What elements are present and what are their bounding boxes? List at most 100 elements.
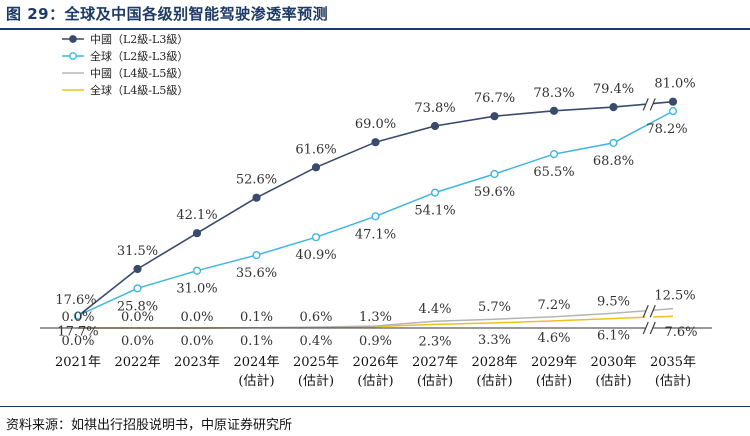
legend-label: 全球（L2級-L3級） — [90, 49, 188, 63]
x-tick-label: 2025年 — [293, 355, 339, 370]
x-tick-label: (估計) — [417, 373, 453, 389]
x-tick-label: 2021年 — [55, 355, 101, 370]
break-slash — [649, 305, 656, 318]
break-gap — [645, 320, 654, 336]
break-gap — [645, 303, 654, 320]
axis-break-marks — [642, 96, 656, 336]
figure-title: 图 29：全球及中国各级别智能驾驶渗透率预测 — [6, 5, 329, 23]
data-point — [549, 106, 559, 115]
data-label: 78.3% — [533, 86, 574, 101]
data-point — [133, 264, 142, 274]
x-tick-label: (估計) — [298, 373, 334, 389]
break-slash — [649, 98, 656, 111]
data-label: 40.9% — [295, 248, 336, 263]
data-point — [490, 169, 499, 179]
data-label: 52.6% — [236, 173, 277, 188]
data-point — [133, 284, 142, 293]
break-slash — [642, 321, 649, 335]
legend-swatch-marker — [69, 35, 77, 43]
data-point — [371, 138, 380, 147]
legend-item: 全球（L2級-L3級） — [62, 49, 188, 63]
legend-item: 中國（L4級-L5級） — [62, 67, 188, 80]
x-tick-label: (估計) — [595, 373, 631, 389]
data-label: 6.1% — [597, 329, 630, 344]
data-label: 0.0% — [61, 334, 94, 349]
data-point — [609, 138, 618, 148]
break-mark-axis — [642, 320, 656, 336]
series-markers — [73, 97, 678, 321]
break-slash — [642, 98, 649, 111]
data-label: 12.5% — [654, 289, 695, 304]
data-label: 31.5% — [117, 244, 158, 259]
figure-source: 资料来源：如祺出行招股说明书，中原证券研究所 — [6, 418, 293, 433]
legend-label: 全球（L4級-L5級） — [90, 83, 188, 97]
data-label: 5.7% — [478, 300, 511, 315]
series-line — [77, 100, 674, 317]
data-point — [252, 251, 261, 260]
x-tick-label: 2023年 — [174, 355, 220, 370]
data-label: 54.1% — [414, 204, 455, 219]
x-tick-label: (估計) — [357, 373, 393, 389]
data-point — [192, 266, 202, 275]
data-point — [252, 193, 261, 202]
data-label: 17.6% — [55, 293, 96, 308]
data-label: 47.1% — [355, 227, 396, 242]
data-point — [430, 188, 440, 197]
data-label: 65.5% — [533, 165, 574, 180]
data-label: 0.0% — [180, 334, 213, 349]
x-axis: 2021年 2022年 2023年 2024年 (估計) 2025年 (估計) 2026年 (估… — [40, 327, 712, 389]
data-point — [311, 233, 321, 242]
x-tick-label: 2024年 — [233, 355, 279, 370]
data-label: 59.6% — [474, 185, 515, 200]
chart-legend: 中國（L2級-L3級） 全球（L2級-L3級） 中國（L4級-L5級） 全球（L4級-… — [62, 33, 188, 97]
data-label: 81.0% — [654, 77, 695, 92]
data-label: 0.0% — [121, 334, 154, 349]
data-label: 25.8% — [117, 299, 158, 314]
data-labels: 17.6% 31.5% 42.1% 52.6% 61.6% 69.0% 73.8% 76.7%… — [55, 77, 697, 350]
data-label: 4.4% — [418, 302, 451, 317]
data-label: 0.4% — [299, 334, 332, 349]
data-label: 0.0% — [61, 310, 94, 325]
data-label: 4.6% — [537, 331, 570, 346]
data-label: 9.5% — [597, 294, 630, 309]
data-point — [668, 97, 678, 106]
break-mark-upper — [642, 96, 656, 113]
data-point — [430, 121, 440, 131]
break-slash — [649, 321, 656, 335]
break-gap — [645, 96, 654, 113]
data-label: 69.0% — [355, 117, 396, 132]
x-tick-label: (估計) — [536, 373, 572, 389]
x-tick-label: (估計) — [238, 373, 274, 389]
data-point — [371, 212, 380, 221]
data-label: 79.4% — [593, 82, 634, 97]
x-tick-label: 2028年 — [471, 355, 517, 370]
data-label: 61.6% — [295, 142, 336, 157]
legend-label: 中國（L2級-L3級） — [90, 33, 188, 46]
x-tick-label: 2026年 — [352, 355, 398, 370]
data-label: 7.6% — [664, 325, 697, 340]
data-label: 7.2% — [537, 298, 570, 313]
data-label: 42.1% — [176, 208, 217, 223]
data-label: 0.0% — [121, 310, 154, 325]
data-label: 78.2% — [646, 122, 687, 137]
legend-item: 中國（L2級-L3級） — [62, 33, 188, 46]
x-tick-label: (估計) — [476, 373, 512, 389]
x-tick-label: 2022年 — [114, 355, 160, 370]
figure-title-bar: 图 29：全球及中国各级别智能驾驶渗透率预测 — [0, 0, 750, 30]
break-mark-lower — [642, 303, 656, 320]
break-slash — [642, 305, 649, 318]
data-label: 31.0% — [176, 282, 217, 297]
data-label: 73.8% — [414, 101, 455, 116]
data-label: 1.3% — [359, 310, 392, 325]
data-point — [73, 311, 83, 320]
data-label: 0.1% — [240, 310, 273, 325]
data-label: 35.6% — [236, 266, 277, 281]
data-label: 68.8% — [593, 154, 634, 169]
data-label: 0.6% — [299, 310, 332, 325]
legend-item: 全球（L4級-L5級） — [62, 83, 188, 97]
x-tick-label: 2035年 — [650, 355, 696, 370]
data-label: 3.3% — [478, 333, 511, 348]
legend-label: 中國（L4級-L5級） — [90, 67, 188, 80]
data-label: 76.7% — [474, 91, 515, 106]
data-point — [549, 149, 559, 159]
